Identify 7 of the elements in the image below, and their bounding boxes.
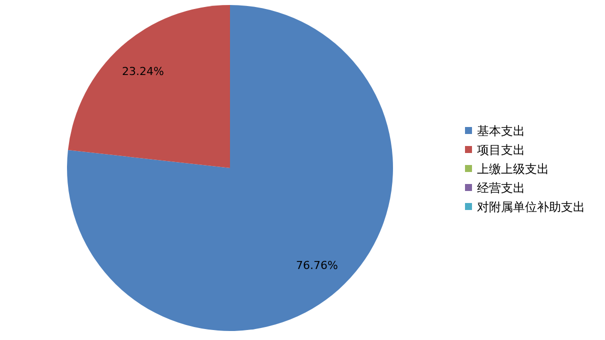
legend-label: 上缴上级支出: [477, 162, 549, 176]
data-label: 23.24%: [122, 64, 164, 78]
legend-label: 经营支出: [477, 181, 525, 195]
data-label: 76.76%: [296, 259, 338, 272]
legend-label: 基本支出: [477, 124, 525, 138]
legend-label: 项目支出: [477, 143, 525, 157]
legend-label: 对附属单位补助支出: [477, 200, 585, 214]
